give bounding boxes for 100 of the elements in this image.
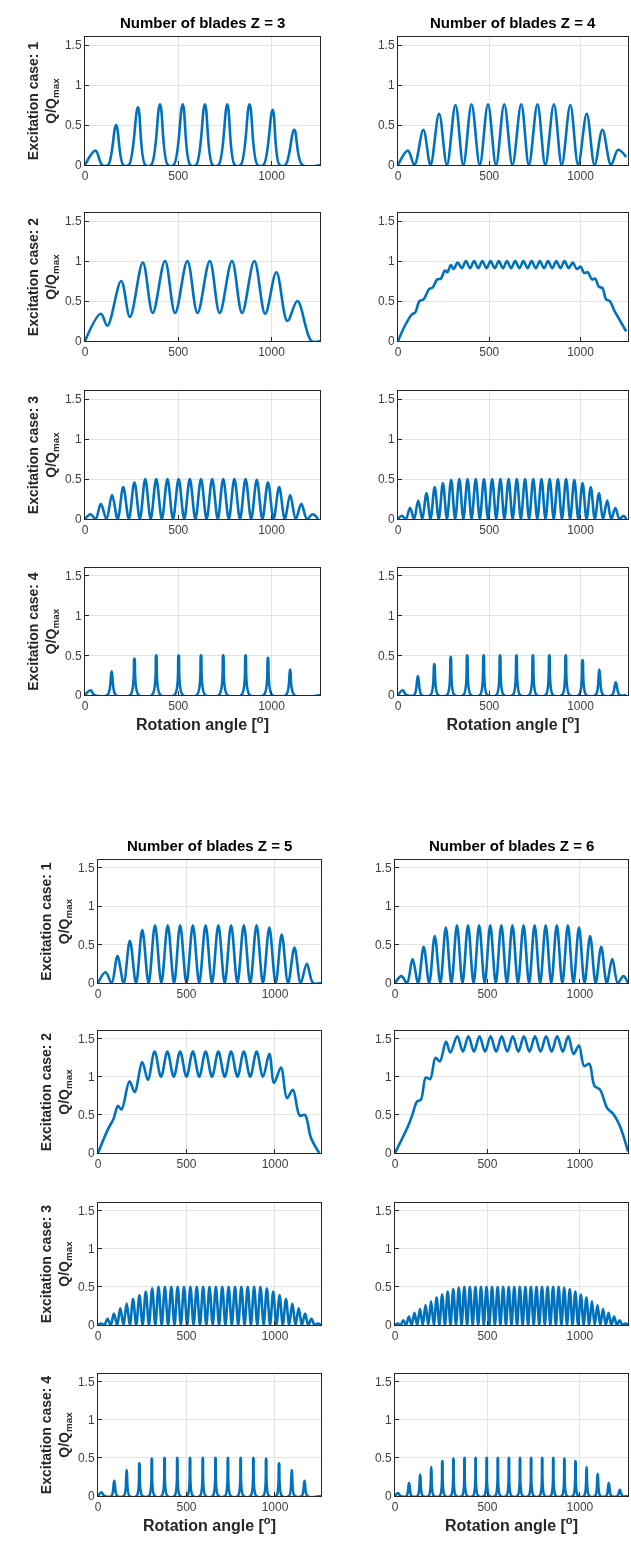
- y-tick-label: 1: [74, 432, 82, 447]
- y-tick-label: 0: [387, 512, 395, 527]
- line-series: [398, 654, 628, 695]
- y-tick-label: 0: [87, 1146, 95, 1161]
- line-series: [98, 1285, 321, 1325]
- x-tick-label: 500: [176, 1500, 197, 1515]
- y-tick-label: 0: [74, 688, 82, 703]
- y-tick-label: 0.5: [77, 1451, 95, 1466]
- y-tick-label: 0.5: [64, 648, 82, 663]
- y-tick-label: 0: [387, 334, 395, 349]
- x-tick-label: 500: [168, 345, 189, 360]
- x-tick-label: 500: [168, 523, 189, 538]
- y-tick-label: 1: [387, 254, 395, 269]
- x-tick-label: 500: [168, 699, 189, 714]
- y-tick-label: 1: [384, 899, 392, 914]
- y-tick-label: 0.5: [77, 1108, 95, 1123]
- x-tick-label: 1000: [261, 1500, 289, 1515]
- line-series: [398, 477, 628, 519]
- y-tick-label: 0: [87, 1489, 95, 1504]
- y-tick-label: 0: [384, 1318, 392, 1333]
- y-tick-label: 1.5: [377, 392, 395, 407]
- x-tick-label: 500: [176, 1329, 197, 1344]
- y-tick-label: 1.5: [374, 1031, 392, 1046]
- y-tick-label: 1.5: [64, 214, 82, 229]
- y-tick-label: 0: [74, 512, 82, 527]
- line-series: [98, 924, 321, 983]
- y-tick-label: 0: [87, 1318, 95, 1333]
- y-tick-label: 0.5: [77, 937, 95, 952]
- x-tick-label: 1000: [567, 169, 595, 184]
- y-tick-label: 0: [387, 688, 395, 703]
- line-series: [395, 1285, 628, 1325]
- y-tick-label: 1.5: [374, 860, 392, 875]
- line-series: [98, 1456, 321, 1496]
- y-tick-label: 0.5: [77, 1280, 95, 1295]
- x-tick-label: 1000: [261, 1329, 289, 1344]
- y-tick-label: 1: [74, 608, 82, 623]
- x-tick-label: 1000: [567, 699, 595, 714]
- y-tick-label: 0.5: [64, 472, 82, 487]
- y-tick-label: 1: [387, 608, 395, 623]
- y-tick-label: 0.5: [64, 118, 82, 133]
- y-tick-label: 1.5: [377, 38, 395, 53]
- line-series: [395, 1035, 628, 1153]
- y-tick-label: 1: [74, 78, 82, 93]
- y-tick-label: 0: [87, 976, 95, 991]
- line-series: [85, 477, 320, 519]
- x-tick-label: 1000: [567, 345, 595, 360]
- x-tick-label: 500: [479, 699, 500, 714]
- x-tick-label: 500: [479, 345, 500, 360]
- line-series: [85, 259, 320, 341]
- y-tick-label: 1.5: [77, 1031, 95, 1046]
- x-tick-label: 1000: [566, 1329, 594, 1344]
- y-tick-label: 0.5: [374, 937, 392, 952]
- x-tick-label: 1000: [566, 1500, 594, 1515]
- y-tick-label: 0.5: [377, 648, 395, 663]
- x-tick-label: 500: [479, 523, 500, 538]
- x-tick-label: 500: [168, 169, 189, 184]
- line-series: [395, 924, 628, 983]
- x-tick-label: 1000: [261, 1157, 289, 1172]
- y-tick-label: 1: [384, 1241, 392, 1256]
- y-tick-label: 1: [387, 78, 395, 93]
- x-tick-label: 1000: [567, 523, 595, 538]
- y-tick-label: 1: [387, 432, 395, 447]
- y-tick-label: 1.5: [374, 1374, 392, 1389]
- chart-title: Number of blades Z = 6: [429, 837, 595, 854]
- y-tick-label: 0: [387, 158, 395, 173]
- y-tick-label: 1: [87, 899, 95, 914]
- y-tick-label: 1: [384, 1412, 392, 1427]
- y-tick-label: 0: [384, 1489, 392, 1504]
- y-tick-label: 0.5: [64, 294, 82, 309]
- y-tick-label: 1.5: [77, 860, 95, 875]
- chart-title: Number of blades Z = 5: [127, 837, 293, 854]
- y-tick-label: 0.5: [374, 1451, 392, 1466]
- x-tick-label: 500: [477, 1329, 498, 1344]
- y-tick-label: 1: [87, 1069, 95, 1084]
- y-tick-label: 0: [74, 158, 82, 173]
- x-tick-label: 500: [477, 1157, 498, 1172]
- y-tick-label: 1: [384, 1069, 392, 1084]
- y-tick-label: 1.5: [377, 214, 395, 229]
- x-axis-title: Rotation angle [$^{o}$]: [142, 1514, 277, 1535]
- y-tick-label: 1: [87, 1412, 95, 1427]
- x-tick-label: 1000: [258, 523, 286, 538]
- y-tick-label: 1.5: [374, 1203, 392, 1218]
- y-tick-label: 1.5: [64, 569, 82, 584]
- line-series: [98, 1050, 321, 1153]
- x-tick-label: 1000: [258, 699, 286, 714]
- y-tick-label: 1.5: [77, 1374, 95, 1389]
- y-tick-label: 0.5: [377, 472, 395, 487]
- x-tick-label: 1000: [566, 987, 594, 1002]
- line-series: [85, 654, 320, 695]
- x-tick-label: 500: [479, 169, 500, 184]
- x-tick-label: 500: [176, 1157, 197, 1172]
- x-axis-title: Rotation angle [$^{o}$]: [444, 1514, 579, 1535]
- y-tick-label: 0: [384, 1146, 392, 1161]
- y-tick-label: 0.5: [377, 118, 395, 133]
- y-tick-label: 1: [87, 1241, 95, 1256]
- y-tick-label: 0.5: [374, 1108, 392, 1123]
- line-series: [395, 1456, 628, 1496]
- y-tick-label: 1: [74, 254, 82, 269]
- x-axis-title: Rotation angle [$^{o}$]: [135, 713, 270, 734]
- y-tick-label: 1.5: [64, 38, 82, 53]
